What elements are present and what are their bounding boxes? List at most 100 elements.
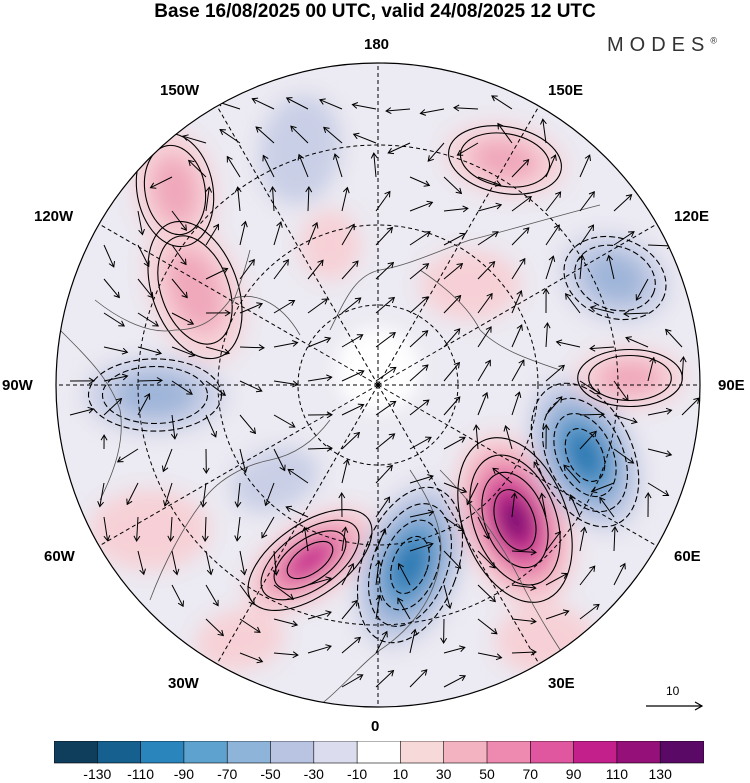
wind-arrow	[375, 669, 395, 688]
wind-arrow	[149, 176, 173, 189]
wind-arrow	[234, 482, 242, 508]
wind-arrow	[341, 562, 355, 586]
wind-arrow	[613, 231, 635, 246]
contour-line	[481, 471, 549, 569]
wind-arrow	[542, 424, 550, 450]
wind-arrow	[477, 261, 496, 280]
wind-arrow	[511, 391, 522, 416]
contour-line	[469, 454, 561, 586]
anomaly-contour-fill	[597, 360, 663, 396]
wind-arrow	[443, 675, 467, 688]
wind-arrow	[599, 496, 615, 518]
wind-arrow	[261, 516, 275, 539]
wind-arrow	[219, 129, 241, 144]
wind-arrow	[182, 134, 207, 144]
wind-arrow	[273, 651, 299, 659]
wind-arrow	[477, 176, 502, 187]
wind-arrow	[409, 399, 430, 416]
wind-arrow	[351, 102, 377, 110]
contour-line	[390, 535, 430, 595]
wind-arrow	[188, 159, 207, 178]
wind-arrow	[262, 154, 275, 178]
wind-arrow	[341, 403, 365, 416]
wind-arrow	[545, 609, 570, 620]
wind-arrow	[171, 210, 187, 231]
wind-arrow	[287, 468, 309, 484]
wind-arrow	[540, 118, 547, 144]
meridian-line	[377, 384, 658, 547]
wind-arrow	[545, 572, 568, 586]
coastline	[231, 249, 251, 306]
wind-arrow	[443, 294, 462, 314]
wind-arrow	[543, 322, 551, 348]
wind-arrow	[590, 482, 615, 494]
wind-vectors	[69, 95, 700, 688]
wind-arrow	[264, 482, 275, 507]
contour-line	[101, 365, 209, 425]
wind-arrow	[375, 594, 383, 620]
wind-arrow	[545, 364, 565, 382]
meridian-line	[98, 223, 379, 386]
lon-label-120e: 120E	[674, 208, 710, 225]
wind-arrow	[647, 482, 670, 496]
wind-arrow	[341, 458, 350, 484]
wind-arrow	[69, 406, 95, 416]
wind-arrow	[511, 159, 530, 178]
wind-arrow	[375, 400, 397, 416]
wind-arrow	[375, 560, 382, 586]
wind-arrow	[579, 565, 596, 586]
wind-arrow	[341, 369, 365, 382]
wind-arrow	[239, 618, 261, 633]
wind-arrow	[234, 516, 242, 542]
coastlines	[59, 204, 601, 706]
wind-arrow	[226, 155, 241, 178]
wind-arrow	[269, 186, 277, 212]
anomaly-contour-fill	[392, 539, 428, 591]
colorbar-tick-label: -30	[303, 766, 324, 782]
wind-arrow	[103, 278, 120, 299]
wind-arrow	[133, 516, 141, 542]
contour-line	[564, 428, 606, 482]
lon-label-180: 180	[364, 36, 390, 53]
wind-arrow	[443, 436, 466, 450]
wind-arrow	[375, 296, 396, 314]
anomaly-contour-fill	[151, 155, 199, 225]
wind-arrow	[103, 312, 126, 327]
wind-arrow	[137, 393, 151, 416]
wind-arrow	[387, 142, 411, 155]
wind-arrow	[375, 496, 391, 518]
wind-arrow	[611, 526, 619, 552]
wind-arrow	[539, 492, 547, 518]
wind-arrow	[307, 221, 319, 246]
wind-arrow	[511, 324, 523, 348]
wind-arrow	[239, 584, 255, 606]
wind-arrow	[409, 176, 431, 187]
wind-arrow	[545, 531, 561, 552]
wind-arrow	[341, 636, 362, 654]
wind-arrow	[409, 231, 431, 246]
wind-arrow	[569, 494, 581, 518]
reference-vector-label: 10	[666, 684, 680, 698]
wind-arrow	[545, 224, 560, 246]
wind-arrow	[375, 366, 397, 382]
wind-arrow	[613, 414, 638, 425]
wind-arrow	[419, 108, 445, 116]
coastline	[329, 204, 601, 331]
anomaly-contour-fill	[470, 139, 540, 181]
wind-arrow	[103, 516, 111, 542]
wind-arrow	[443, 361, 461, 382]
coastline	[59, 329, 122, 501]
wind-arrow	[443, 645, 466, 654]
wind-arrow	[341, 297, 362, 314]
latitude-circle	[217, 224, 539, 546]
wind-arrow	[613, 448, 635, 464]
colorbar-tick-label: 50	[479, 766, 495, 782]
wind-arrow	[307, 336, 332, 348]
wind-arrow	[613, 194, 633, 212]
wind-arrow	[443, 482, 468, 494]
wind-arrow	[625, 336, 649, 348]
wind-arrow	[273, 448, 286, 472]
wind-arrow	[273, 340, 299, 348]
coastline	[149, 419, 331, 601]
wind-arrow	[341, 223, 355, 246]
